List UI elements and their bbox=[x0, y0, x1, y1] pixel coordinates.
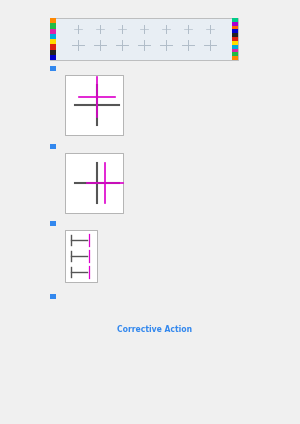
Bar bbox=[50, 294, 56, 299]
Bar bbox=[50, 144, 56, 149]
Bar bbox=[232, 33, 238, 37]
Bar bbox=[50, 23, 56, 28]
Bar bbox=[65, 153, 123, 213]
Bar bbox=[232, 22, 238, 25]
Bar bbox=[50, 34, 56, 39]
Bar bbox=[232, 48, 238, 52]
Bar bbox=[50, 50, 56, 55]
Bar bbox=[50, 18, 238, 60]
Bar bbox=[50, 18, 56, 23]
Bar bbox=[232, 29, 238, 33]
Bar bbox=[65, 230, 97, 282]
Bar bbox=[232, 45, 238, 48]
Bar bbox=[50, 28, 56, 34]
Bar bbox=[50, 55, 56, 60]
Bar bbox=[232, 56, 238, 60]
Text: Corrective Action: Corrective Action bbox=[117, 326, 193, 335]
Bar bbox=[50, 66, 56, 71]
Bar bbox=[50, 44, 56, 50]
Bar bbox=[50, 221, 56, 226]
Bar bbox=[232, 41, 238, 45]
Bar bbox=[50, 39, 56, 44]
Bar bbox=[232, 18, 238, 22]
Bar bbox=[232, 52, 238, 56]
Bar bbox=[232, 37, 238, 41]
Bar bbox=[65, 75, 123, 135]
Bar bbox=[232, 25, 238, 29]
